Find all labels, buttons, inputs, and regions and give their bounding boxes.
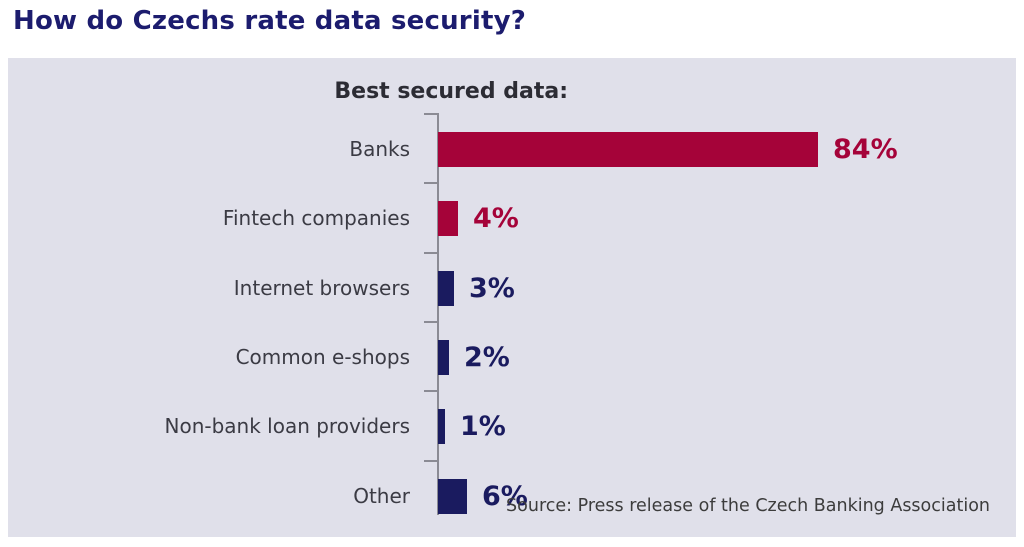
chart-area: Banks 84% Fintech companies 4% Internet brow… <box>8 58 1016 537</box>
value-label: 3% <box>469 272 515 304</box>
category-label: Banks <box>349 137 410 161</box>
page-title: How do Czechs rate data security? <box>13 6 527 36</box>
value-label: 6% <box>482 480 528 512</box>
value-label: 1% <box>460 411 506 443</box>
bar <box>438 478 467 514</box>
axis-tick <box>424 182 438 185</box>
axis-tick <box>424 251 438 254</box>
axis-line <box>437 113 439 515</box>
bar <box>438 201 458 237</box>
axis-tick <box>424 390 438 393</box>
chart-source: Source: Press release of the Czech Banki… <box>506 496 990 516</box>
chart-title: Best secured data: <box>334 79 568 104</box>
bar <box>438 409 445 445</box>
chart-panel: Best secured data: Banks 84% Fintech compa… <box>8 58 1016 537</box>
value-label: 84% <box>833 134 898 165</box>
category-label: Other <box>353 483 410 508</box>
category-label: Non-bank loan providers <box>164 414 411 439</box>
axis-tick <box>424 113 438 115</box>
bar <box>438 132 818 167</box>
axis-tick <box>424 459 438 462</box>
value-label: 4% <box>473 203 519 235</box>
axis-tick <box>424 320 438 323</box>
category-label: Internet browsers <box>233 275 410 300</box>
value-label: 2% <box>464 341 510 373</box>
category-label: Common e-shops <box>235 344 410 369</box>
category-label: Fintech companies <box>222 206 410 231</box>
bar <box>438 270 454 306</box>
bar <box>438 339 449 375</box>
